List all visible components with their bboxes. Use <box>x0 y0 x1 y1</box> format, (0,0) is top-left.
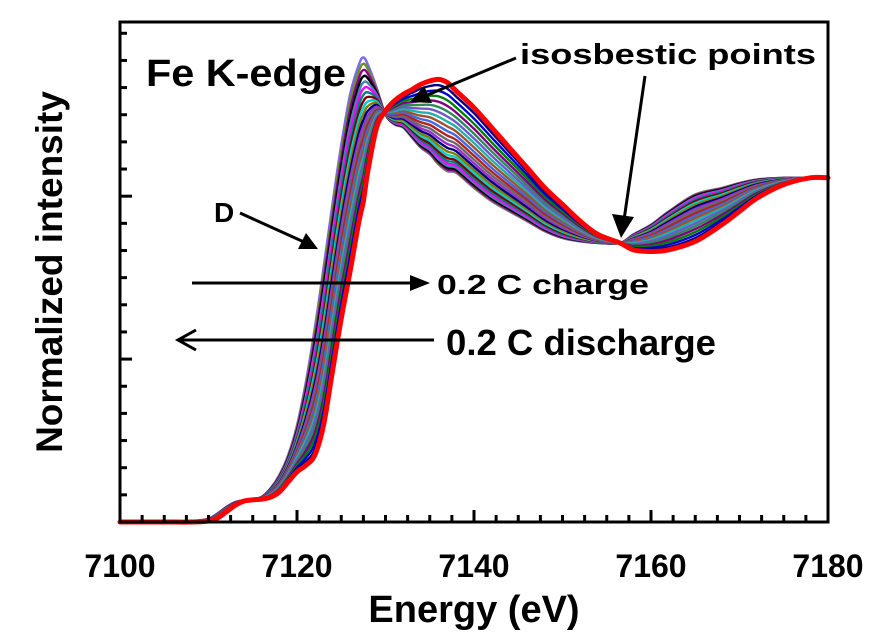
discharge-arrow <box>174 328 434 352</box>
discharge-label: 0.2 C discharge <box>446 322 716 363</box>
x-tick-label: 7180 <box>792 548 863 584</box>
isosbestic-arrow-2 <box>612 75 647 238</box>
y-axis-label: Normalized intensity <box>29 91 70 453</box>
spectra-group <box>117 56 831 525</box>
d-arrow <box>239 211 318 249</box>
isosbestic-label: isosbestic points <box>520 39 816 71</box>
d-label: D <box>214 197 234 228</box>
spectrum-line-final <box>117 76 831 525</box>
charge-arrow <box>192 275 430 291</box>
x-tick-label: 7140 <box>438 548 509 584</box>
panel-label: Fe K-edge <box>146 53 346 95</box>
x-axis-label: Energy (eV) <box>368 589 579 631</box>
x-tick-label: 7160 <box>615 548 686 584</box>
plot-frame <box>118 20 830 524</box>
isosbestic-arrow-1 <box>410 56 517 103</box>
x-tick-labels: 7100 7120 7140 7160 7180 <box>84 548 863 584</box>
charge-label: 0.2 C charge <box>437 269 649 300</box>
x-tick-label: 7120 <box>261 548 332 584</box>
x-tick-label: 7100 <box>84 548 155 584</box>
spectrum-line <box>118 103 830 524</box>
